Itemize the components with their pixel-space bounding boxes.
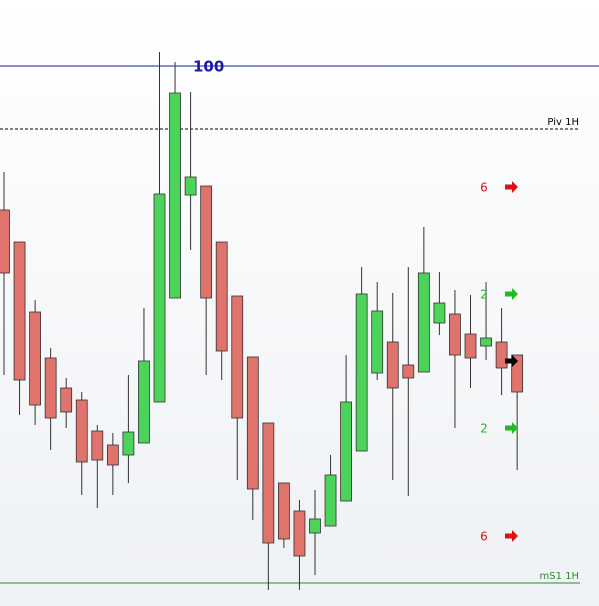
candle-body (91, 430, 104, 461)
candle-body (433, 302, 446, 324)
candle-body (60, 387, 73, 413)
candle-body (44, 357, 57, 419)
candle-body (402, 364, 415, 379)
candle-body (0, 209, 10, 274)
candle-body (417, 272, 430, 373)
marker-arrow (505, 530, 518, 542)
candle-body (371, 310, 384, 374)
candle-body (464, 333, 477, 359)
candle-body (29, 311, 42, 406)
marker-arrow (505, 422, 518, 434)
candle-body (449, 313, 461, 356)
candle-body (246, 356, 259, 490)
marker-arrow (505, 181, 518, 193)
marker-arrow (505, 355, 518, 367)
marker-arrow (505, 288, 518, 300)
candle-body (480, 337, 492, 347)
candle-body (106, 444, 119, 466)
candle-body (138, 360, 150, 444)
candle-body (355, 293, 368, 452)
candle-body (184, 176, 197, 196)
marker-label: 2 (480, 422, 488, 436)
candle-body (169, 92, 181, 299)
marker-label: 2 (480, 288, 488, 302)
candle-body (200, 185, 213, 299)
candle-body (122, 431, 135, 456)
candle-body (277, 482, 290, 540)
marker-label: 6 (480, 530, 488, 544)
candle-body (340, 401, 353, 502)
candle-body (231, 295, 244, 419)
level-label: mS1 1H (539, 571, 579, 582)
candle-body (262, 422, 275, 544)
candle-body (511, 354, 524, 393)
candle-body (13, 241, 26, 381)
candle-body (324, 474, 337, 527)
marker-label: 6 (480, 181, 488, 195)
level-label: 100 (193, 58, 224, 76)
candle-body (386, 341, 399, 389)
level-label: Piv 1H (547, 117, 579, 128)
candle-body (309, 518, 321, 534)
candle-body (495, 341, 508, 369)
candle-body (215, 241, 228, 352)
candle-body (153, 193, 166, 403)
candle-body (75, 399, 88, 463)
candle-body (293, 510, 306, 557)
